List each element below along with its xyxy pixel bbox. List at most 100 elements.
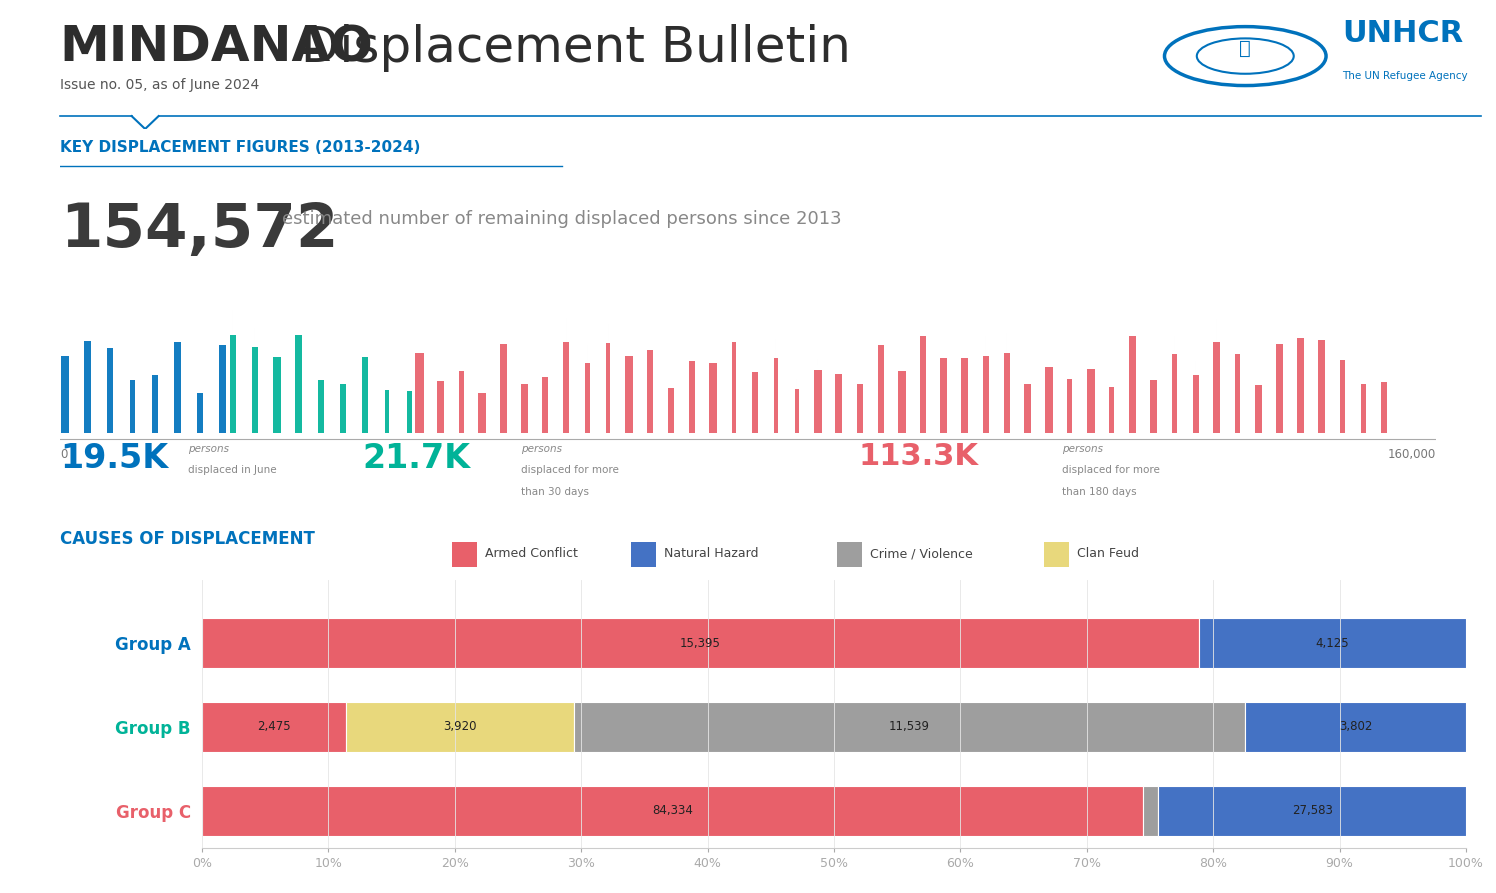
Bar [543,377,548,433]
Bar [941,358,947,433]
Text: 19.5K: 19.5K [60,442,168,475]
Bar [407,391,411,433]
Bar [1192,375,1198,433]
Bar [61,356,69,433]
Bar [898,371,907,433]
Bar [130,380,135,433]
Bar [1150,380,1158,433]
Bar [1361,384,1366,433]
Bar [1255,385,1263,433]
Text: 160,000: 160,000 [1388,448,1436,461]
Text: UNHCR: UNHCR [1342,19,1463,48]
Bar [646,349,654,433]
Bar [585,363,589,433]
Bar [625,355,633,433]
Bar [983,355,989,433]
Bar [814,371,823,433]
Bar [229,335,236,433]
Text: The UN Refugee Agency: The UN Refugee Agency [1342,71,1468,80]
Text: estimated number of remaining displaced persons since 2013: estimated number of remaining displaced … [283,210,842,228]
Text: KEY DISPLACEMENT FIGURES (2013-2024): KEY DISPLACEMENT FIGURES (2013-2024) [60,139,420,154]
Text: 3,802: 3,802 [1339,721,1372,733]
Bar [920,336,926,433]
Bar [1340,360,1345,433]
Bar [1023,384,1031,433]
Text: than 180 days: than 180 days [1062,487,1137,497]
Bar [878,346,884,433]
Bar [962,357,968,433]
Text: 113.3K: 113.3K [859,442,978,471]
Bar [153,375,157,433]
Bar [1236,355,1240,433]
Bar [1129,337,1137,433]
Bar [459,371,464,433]
Bar [794,389,799,433]
Bar [218,345,226,433]
Bar [1004,354,1010,433]
Bar [521,384,528,433]
Bar [574,702,1245,752]
Text: Armed Conflict: Armed Conflict [485,547,577,560]
Text: CAUSES OF DISPLACEMENT: CAUSES OF DISPLACEMENT [60,530,314,548]
Bar [1044,367,1053,433]
Bar [346,702,574,752]
Text: Clan Feud: Clan Feud [1077,547,1138,560]
Bar [835,374,842,433]
Bar [1158,786,1466,836]
Bar [202,702,346,752]
Bar [1086,370,1095,433]
Text: Natural Hazard: Natural Hazard [664,547,758,560]
Text: displaced for more: displaced for more [1062,464,1159,474]
Bar [1276,344,1284,433]
Bar [857,384,863,433]
Bar [1245,702,1466,752]
Bar [437,381,444,433]
Text: Crime / Violence: Crime / Violence [871,547,974,560]
Bar [272,356,281,433]
Bar [416,353,423,433]
Bar [838,542,862,567]
Text: persons: persons [188,445,229,455]
Bar [773,358,778,433]
Bar [1198,618,1466,668]
Text: Issue no. 05, as of June 2024: Issue no. 05, as of June 2024 [60,78,259,92]
Bar [1213,342,1221,433]
Bar [340,383,346,433]
Bar [1044,542,1068,567]
Bar [362,357,368,433]
Bar [1381,381,1387,433]
Text: 2,475: 2,475 [257,721,290,733]
Bar [709,363,717,433]
Text: 3,920: 3,920 [443,721,477,733]
Text: 154,572: 154,572 [60,201,338,260]
Text: 11,539: 11,539 [889,721,931,733]
Bar [84,340,91,433]
Bar [202,786,1143,836]
Text: than 30 days: than 30 days [521,487,589,497]
Text: 27,583: 27,583 [1291,805,1333,817]
Bar [197,393,203,433]
Text: 4,125: 4,125 [1315,637,1349,650]
Bar [202,618,1198,668]
Bar [295,335,302,433]
Text: 21.7K: 21.7K [362,442,471,475]
Text: 0: 0 [60,448,67,461]
Text: 84,334: 84,334 [652,805,693,817]
Bar [1110,388,1113,433]
Bar [1297,338,1303,433]
Bar [752,371,758,433]
Bar [479,393,486,433]
Bar [667,388,675,433]
Text: displaced for more: displaced for more [521,464,619,474]
Bar [452,542,477,567]
Bar [1143,786,1158,836]
Bar [606,344,610,433]
Text: Displacement Bulletin: Displacement Bulletin [284,24,851,71]
Bar [562,341,570,433]
Text: 👤: 👤 [1239,38,1251,58]
Bar [108,347,112,433]
Text: persons: persons [521,445,562,455]
Bar [251,346,257,433]
Bar [1318,340,1325,433]
Bar [1173,354,1177,433]
